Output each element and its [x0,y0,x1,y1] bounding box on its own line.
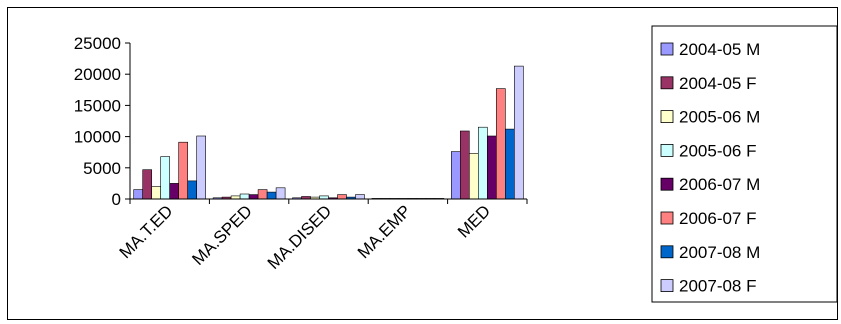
bar-2007-08-f-ma.t.ed [196,135,206,200]
bar-2007-08-m-ma.t.ed [187,180,197,200]
legend-box [651,25,838,303]
legend-swatch [660,245,674,259]
x-tick-label: MA.SPED [188,201,256,269]
legend-label: 2004-05 M [679,40,760,59]
bar-2006-07-f-ma.t.ed [178,141,188,200]
legend-label: 2005-06 F [679,141,757,160]
legend-label: 2007-08 M [679,243,760,262]
y-tick-label: 20000 [74,65,121,84]
legend-swatch [660,279,674,293]
bar-2004-05-f-ma.t.ed [142,169,152,200]
bar-2004-05-m-med [450,151,461,200]
legend-label: 2006-07 F [679,209,757,228]
bar-2007-08-f-med [513,65,524,200]
legend-swatch [660,143,674,157]
bar-2005-06-f-med [477,126,488,200]
legend-swatch [660,177,674,191]
bar-2005-06-f-ma.sped [239,193,250,200]
bar-2006-07-f-ma.dised [337,194,347,200]
bar-2005-06-m-ma.t.ed [151,186,161,200]
x-tick-label: MED [454,201,494,241]
bar-2004-05-m-ma.t.ed [133,189,143,200]
legend-label: 2006-07 M [679,175,760,194]
bar-2006-07-m-ma.sped [248,194,259,200]
y-tick-label: 25000 [74,34,121,53]
x-tick-label: MA.EMP [354,201,415,262]
bar-2006-07-f-med [495,88,506,200]
bars-group [133,65,524,200]
bar-2007-08-m-ma.sped [266,191,277,200]
legend-swatch [660,42,674,56]
legend-swatch [660,110,674,123]
bar-2007-08-f-ma.sped [275,187,286,200]
legend-label: 2007-08 F [679,277,757,296]
bar-2007-08-f-ma.dised [355,194,365,200]
legend-label: 2004-05 F [679,74,757,93]
x-tick-label: MA.DISED [264,201,336,273]
legend-swatch [660,76,674,90]
bar-2004-05-f-med [459,130,470,200]
legend-swatch [660,211,674,225]
bar-2005-06-f-ma.t.ed [160,156,170,200]
y-tick-label: 0 [112,190,121,209]
y-tick-label: 5000 [83,159,121,178]
bar-2006-07-m-ma.t.ed [169,183,179,200]
x-tick-label: MA.T.ED [116,201,177,262]
x-tick-labels: MA.T.ED MA.SPED MA.DISED MA.EMP MED [116,201,494,273]
bar-2005-06-m-med [468,153,479,200]
y-tick-label: 15000 [74,96,121,115]
y-tick-labels: 0 5000 10000 15000 20000 25000 [74,34,121,209]
axes-group [125,42,528,204]
bar-2006-07-m-med [486,135,497,200]
bar-2006-07-f-ma.sped [257,189,268,200]
bar-2007-08-m-med [504,128,515,200]
y-tick-label: 10000 [74,128,121,147]
legend-label: 2005-06 M [679,108,760,127]
legend: 2004-05 M 2004-05 F 2005-06 M 2005-06 F 2006… [651,25,838,303]
